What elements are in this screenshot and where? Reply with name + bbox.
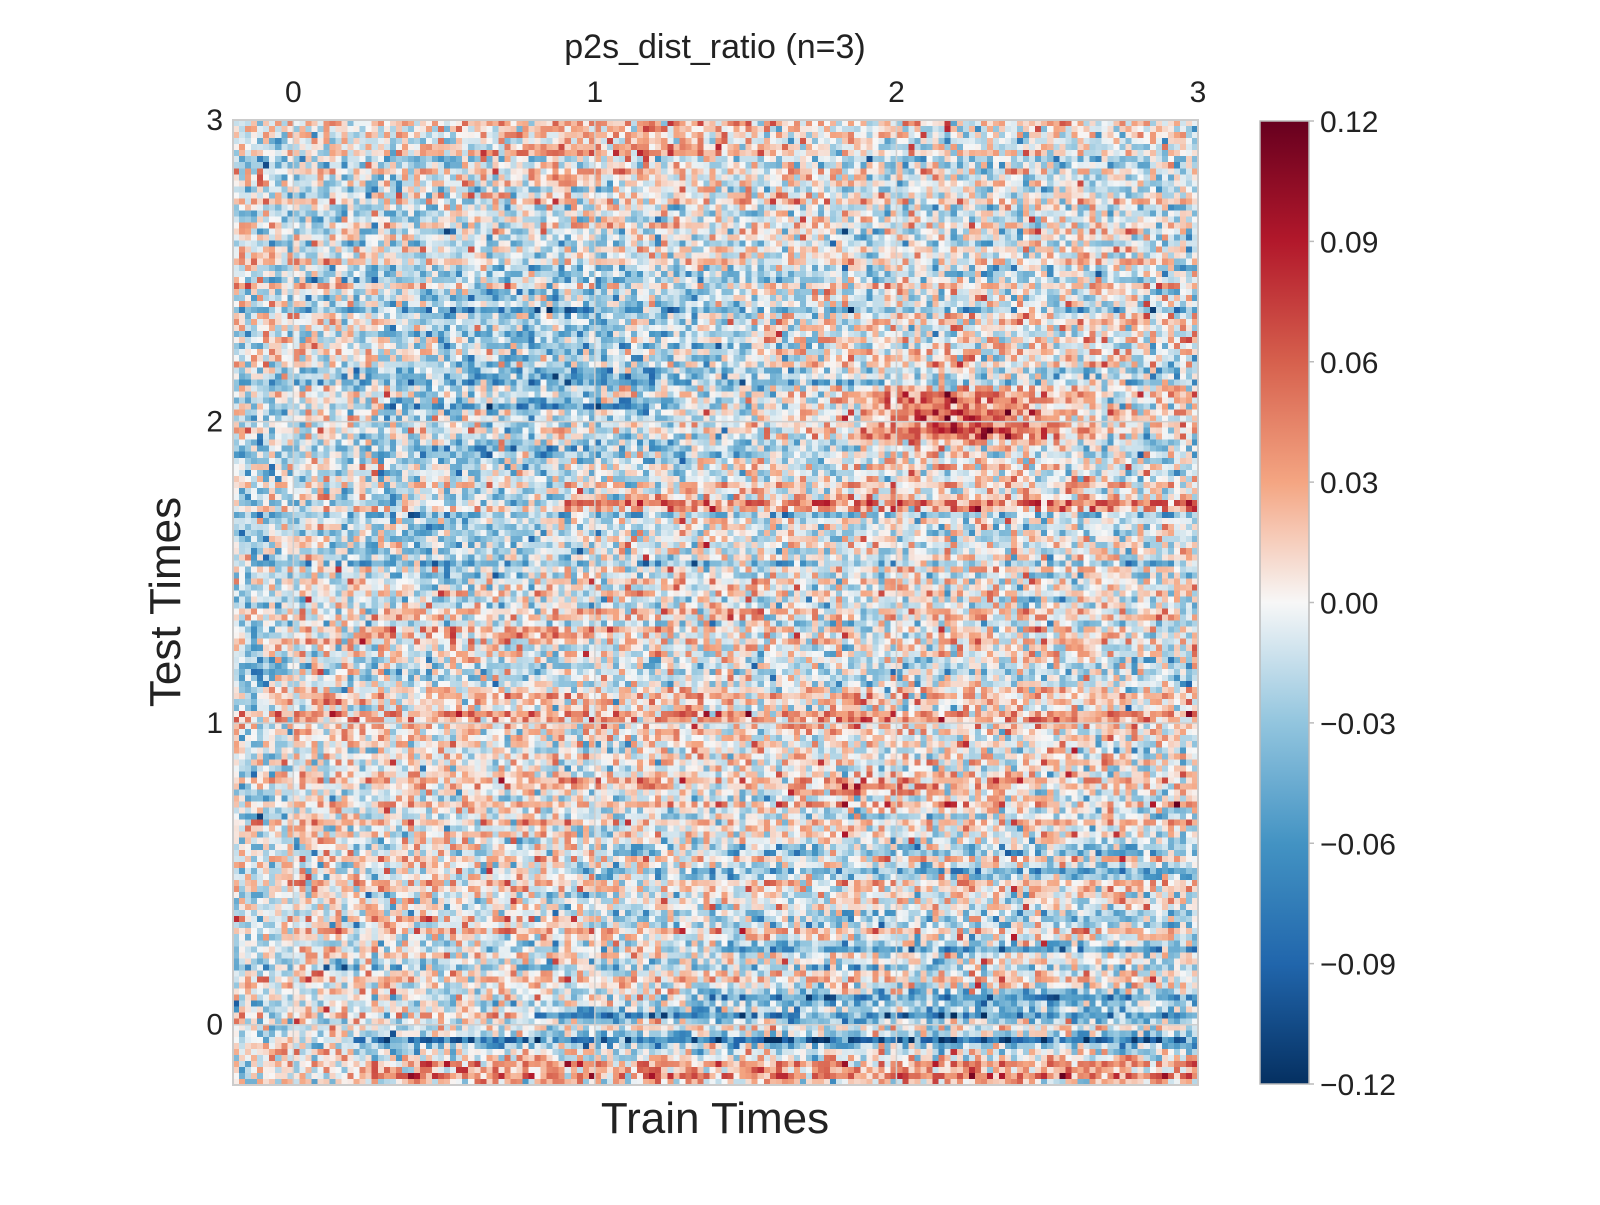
- colorbar-tick-label: 0.00: [1320, 588, 1378, 621]
- colorbar-gradient: [1259, 120, 1310, 1085]
- y-tick-label: 2: [206, 406, 223, 439]
- x-tick-label: 1: [587, 76, 604, 109]
- colorbar: 0.12 0.09 0.06 0.03 0.00 −0.03 −0.06 −0.09 −0.12: [1259, 106, 1396, 1102]
- x-tick-label: 3: [1190, 76, 1207, 109]
- colorbar-tick-label: 0.06: [1320, 347, 1378, 380]
- plot-frame: [232, 119, 1199, 1086]
- colorbar-tick-label: 0.03: [1320, 467, 1378, 500]
- colorbar-tick-label: −0.03: [1320, 708, 1396, 741]
- x-tick-labels: 0 1 2 3: [285, 76, 1206, 109]
- colorbar-tick-label: 0.12: [1320, 106, 1378, 139]
- y-tick-labels: 0 1 2 3: [206, 104, 223, 1042]
- plot-area: [232, 119, 1199, 1086]
- x-tick-label: 2: [888, 76, 905, 109]
- chart-title: p2s_dist_ratio (n=3): [564, 28, 865, 66]
- colorbar-tick-label: −0.06: [1320, 828, 1396, 861]
- colorbar-tick-labels: 0.12 0.09 0.06 0.03 0.00 −0.03 −0.06 −0.09 −0.12: [1309, 106, 1396, 1102]
- y-tick-label: 3: [206, 104, 223, 137]
- heatmap-cells: [233, 120, 1198, 1085]
- x-axis-label: Train Times: [601, 1094, 829, 1143]
- y-tick-label: 1: [206, 707, 223, 740]
- y-tick-label: 0: [206, 1009, 223, 1042]
- colorbar-tick-label: −0.09: [1320, 949, 1396, 982]
- x-tick-label: 0: [285, 76, 302, 109]
- colorbar-tick-label: 0.09: [1320, 226, 1378, 259]
- y-axis-label: Test Times: [141, 497, 190, 707]
- colorbar-tick-label: −0.12: [1320, 1069, 1396, 1102]
